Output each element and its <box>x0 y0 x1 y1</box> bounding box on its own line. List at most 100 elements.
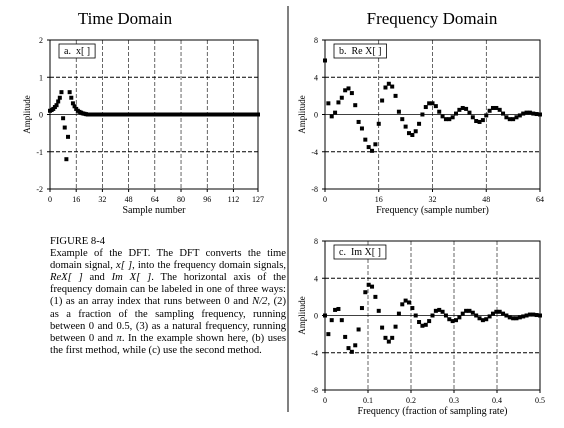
data-point <box>363 137 368 142</box>
data-point <box>437 109 442 114</box>
data-point <box>363 290 368 295</box>
data-point <box>514 316 519 321</box>
data-point <box>370 284 375 289</box>
data-point <box>477 316 482 321</box>
caption-run: π <box>116 332 122 344</box>
x-tick-label: 48 <box>125 195 133 204</box>
data-point <box>346 86 351 91</box>
data-point <box>440 309 445 314</box>
caption-run: Im X[ ] <box>111 272 152 284</box>
data-point <box>527 312 532 317</box>
data-point <box>490 105 495 110</box>
data-point <box>427 319 432 324</box>
data-point <box>534 313 539 318</box>
caption-run: . In the example shown here, (b) uses th… <box>50 332 286 356</box>
y-tick-label: -8 <box>311 185 318 194</box>
data-point <box>413 129 418 134</box>
x-tick-label: 0 <box>323 195 327 204</box>
y-tick-label: 0 <box>314 111 318 120</box>
caption-run: Example of the DFT. The DFT converts the… <box>50 248 286 272</box>
data-point <box>450 319 455 324</box>
data-point <box>410 306 415 311</box>
data-point <box>346 346 351 351</box>
data-point <box>450 115 455 120</box>
data-point <box>457 107 462 112</box>
x-tick-label: 16 <box>72 195 80 204</box>
data-point <box>507 315 512 320</box>
data-point <box>484 113 489 118</box>
data-point <box>62 125 67 130</box>
x-tick-label: 80 <box>177 195 185 204</box>
data-point <box>353 103 358 108</box>
data-point <box>380 98 385 103</box>
data-point <box>521 111 526 116</box>
data-point <box>531 111 536 116</box>
data-point <box>376 121 381 126</box>
column-heading: Frequency Domain <box>367 9 498 28</box>
x-tick-label: 0.5 <box>535 396 545 405</box>
column-heading: Time Domain <box>78 9 173 28</box>
data-point <box>396 311 401 316</box>
data-point <box>343 88 348 93</box>
data-point <box>396 109 401 114</box>
data-point <box>61 116 66 121</box>
x-tick-label: 0 <box>323 396 327 405</box>
data-point <box>501 311 506 316</box>
data-point <box>349 91 354 96</box>
y-tick-label: -4 <box>311 148 318 157</box>
data-point <box>430 313 435 318</box>
data-point <box>359 306 364 311</box>
data-point <box>427 101 432 106</box>
data-point <box>480 318 485 323</box>
data-point <box>484 317 489 322</box>
data-point <box>353 343 358 348</box>
data-point <box>447 117 452 122</box>
y-tick-label: -8 <box>311 386 318 395</box>
data-point <box>380 325 385 330</box>
data-point <box>480 118 485 123</box>
data-point <box>359 126 364 131</box>
data-point <box>501 111 506 116</box>
data-point <box>467 308 472 313</box>
x-axis-title: Frequency (sample number) <box>376 205 489 216</box>
data-point <box>487 314 492 319</box>
data-point <box>474 119 479 124</box>
data-point <box>511 316 516 321</box>
data-point <box>517 315 522 320</box>
data-point <box>356 327 361 332</box>
data-point <box>538 112 542 117</box>
data-point <box>406 131 411 136</box>
data-point <box>406 300 411 305</box>
data-point <box>417 320 422 325</box>
data-point <box>531 312 536 317</box>
data-point <box>527 110 532 115</box>
y-tick-label: 8 <box>314 36 318 45</box>
caption-run: , (2) as a fraction of the sampling freq… <box>50 296 287 344</box>
data-point <box>410 132 415 137</box>
data-point <box>386 339 391 344</box>
data-point <box>470 115 475 120</box>
data-point <box>433 308 438 313</box>
y-tick-label: -1 <box>36 148 43 157</box>
y-tick-label: -2 <box>36 185 43 194</box>
x-tick-label: 64 <box>151 195 159 204</box>
data-point <box>339 95 344 100</box>
data-point <box>339 318 344 323</box>
data-point <box>329 318 334 323</box>
data-point <box>366 282 371 287</box>
data-point <box>477 119 482 124</box>
caption-text: Example of the DFT. The DFT converts the… <box>50 248 286 356</box>
panel-label: c. Im X[ ] <box>339 247 381 258</box>
data-point <box>70 101 75 106</box>
data-point <box>494 105 499 110</box>
data-point <box>460 105 465 110</box>
x-tick-label: 0 <box>48 195 52 204</box>
data-point <box>376 308 381 313</box>
caption-run: ReX[ ] <box>50 272 83 284</box>
data-point <box>447 317 452 322</box>
data-point <box>336 100 341 105</box>
data-point <box>504 313 509 318</box>
data-point <box>514 115 519 120</box>
y-tick-label: 0 <box>314 312 318 321</box>
x-axis-title: Sample number <box>122 205 186 216</box>
